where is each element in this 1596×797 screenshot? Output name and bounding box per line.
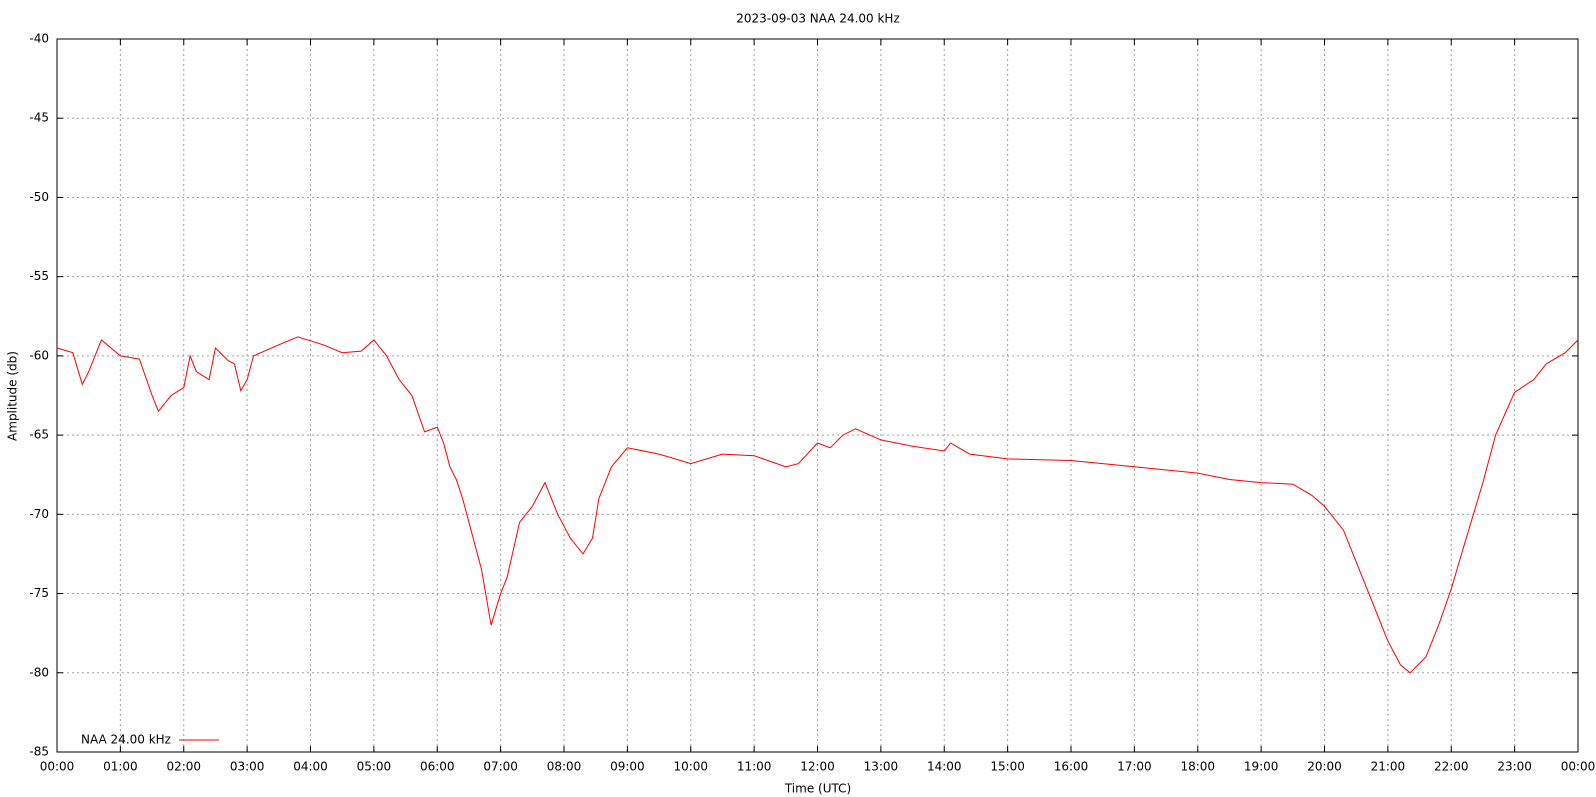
y-tick-label: -75 xyxy=(29,586,49,600)
y-tick-label: -80 xyxy=(29,665,49,679)
y-tick-label: -60 xyxy=(29,348,49,362)
x-tick-label: 22:00 xyxy=(1434,760,1469,774)
x-tick-label: 15:00 xyxy=(990,760,1025,774)
y-tick-label: -65 xyxy=(29,428,49,442)
x-tick-label: 20:00 xyxy=(1307,760,1342,774)
y-tick-label: -45 xyxy=(29,111,49,125)
x-tick-label: 07:00 xyxy=(483,760,518,774)
x-tick-label: 02:00 xyxy=(166,760,201,774)
x-tick-label: 12:00 xyxy=(800,760,835,774)
x-tick-label: 19:00 xyxy=(1244,760,1279,774)
legend-label: NAA 24.00 kHz xyxy=(81,733,171,747)
x-tick-label: 03:00 xyxy=(230,760,265,774)
x-tick-label: 11:00 xyxy=(737,760,772,774)
y-tick-label: -85 xyxy=(29,745,49,759)
x-tick-label: 04:00 xyxy=(293,760,328,774)
x-tick-label: 05:00 xyxy=(357,760,392,774)
x-tick-label: 14:00 xyxy=(927,760,962,774)
x-tick-label: 23:00 xyxy=(1497,760,1532,774)
x-tick-label: 09:00 xyxy=(610,760,645,774)
data-line xyxy=(56,336,1579,674)
x-tick-label: 17:00 xyxy=(1117,760,1152,774)
x-tick-label: 00:00 xyxy=(40,760,75,774)
x-tick-label: 06:00 xyxy=(420,760,455,774)
x-tick-label: 13:00 xyxy=(864,760,899,774)
x-tick-label: 01:00 xyxy=(103,760,138,774)
x-tick-label: 00:00 xyxy=(1561,760,1596,774)
y-tick-label: -70 xyxy=(29,507,49,521)
y-tick-label: -40 xyxy=(29,32,49,46)
x-tick-label: 08:00 xyxy=(547,760,582,774)
x-tick-label: 18:00 xyxy=(1180,760,1215,774)
y-tick-label: -50 xyxy=(29,190,49,204)
x-tick-label: 16:00 xyxy=(1054,760,1089,774)
y-axis-label: Amplitude (db) xyxy=(6,351,20,441)
plot-border xyxy=(56,38,1579,753)
x-tick-label: 21:00 xyxy=(1371,760,1406,774)
y-tick-label: -55 xyxy=(29,269,49,283)
chart-title: 2023-09-03 NAA 24.00 kHz xyxy=(736,12,900,26)
x-tick-label: 10:00 xyxy=(673,760,708,774)
x-axis-label: Time (UTC) xyxy=(784,782,851,796)
